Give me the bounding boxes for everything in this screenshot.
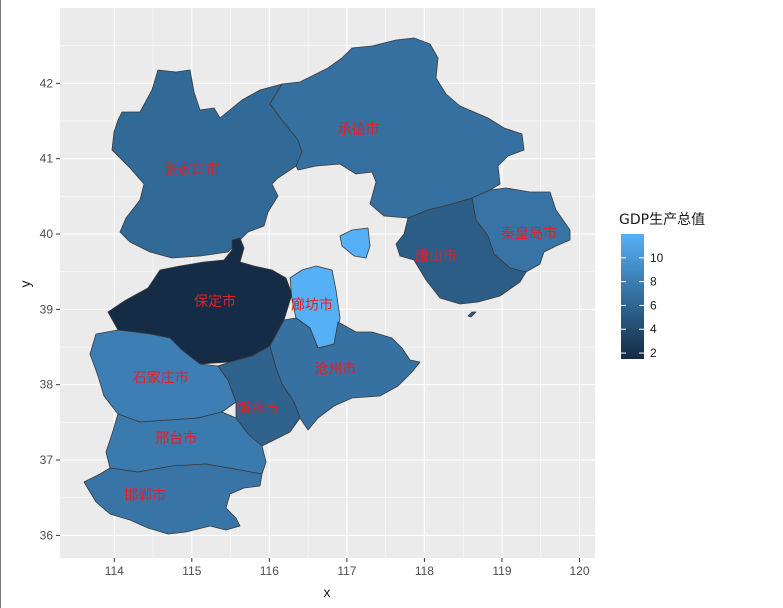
legend-tick-label: 10 bbox=[650, 251, 664, 265]
region-label: 邯郸市 bbox=[124, 487, 166, 504]
region-label: 石家庄市 bbox=[133, 370, 189, 387]
region-shijiazhuang[interactable] bbox=[89, 329, 237, 423]
region-polygons bbox=[83, 37, 571, 535]
region-label: 保定市 bbox=[194, 293, 236, 310]
region-label: 秦皇岛市 bbox=[501, 225, 557, 242]
x-tick-label: 115 bbox=[182, 564, 201, 578]
region-tangshan[interactable] bbox=[395, 197, 527, 305]
region-label: 邢台市 bbox=[155, 430, 197, 447]
y-axis-title: y bbox=[17, 281, 33, 288]
region-tangshan-islet[interactable] bbox=[467, 311, 477, 318]
x-axis-title: x bbox=[324, 584, 331, 600]
x-tick-label: 118 bbox=[415, 564, 434, 578]
legend-tick-label: 2 bbox=[650, 346, 657, 360]
legend-title: GDP生产总值 bbox=[619, 212, 705, 228]
window-left-edge bbox=[0, 0, 1, 608]
region-label: 廊坊市 bbox=[291, 297, 333, 314]
legend-colorbar bbox=[621, 234, 644, 359]
region-label: 承德市 bbox=[338, 121, 380, 138]
x-tick-label: 117 bbox=[337, 564, 356, 578]
region-xingtai[interactable] bbox=[105, 411, 267, 475]
legend-tick-label: 4 bbox=[650, 322, 657, 336]
y-tick-label: 40 bbox=[40, 227, 54, 241]
y-tick-label: 38 bbox=[40, 378, 54, 392]
legend: GDP生产总值 2 4 6 8 10 bbox=[619, 212, 705, 360]
region-label: 唐山市 bbox=[415, 248, 457, 265]
region-label: 沧州市 bbox=[314, 361, 356, 378]
legend-tick-label: 6 bbox=[650, 298, 657, 312]
axes: 114 115 116 117 118 119 120 36 37 38 39 40 41 42 bbox=[40, 76, 590, 578]
x-tick-label: 116 bbox=[260, 564, 279, 578]
legend-ticks: 2 4 6 8 10 bbox=[621, 251, 664, 360]
x-tick-label: 119 bbox=[492, 564, 511, 578]
y-tick-label: 42 bbox=[40, 76, 54, 90]
region-handan[interactable] bbox=[83, 463, 263, 535]
region-chengde[interactable] bbox=[269, 37, 525, 219]
region-label: 衡水市 bbox=[237, 400, 279, 417]
y-tick-label: 37 bbox=[40, 453, 54, 467]
y-tick-label: 39 bbox=[40, 302, 54, 316]
region-label: 张家口市 bbox=[164, 161, 220, 178]
legend-tick-label: 8 bbox=[650, 275, 657, 289]
region-zhangjiakou[interactable] bbox=[111, 69, 303, 259]
x-tick-label: 114 bbox=[105, 564, 124, 578]
x-tick-label: 120 bbox=[569, 564, 589, 578]
region-langfang-north[interactable] bbox=[339, 227, 371, 259]
y-tick-label: 36 bbox=[40, 528, 54, 542]
y-tick-label: 41 bbox=[40, 152, 54, 166]
